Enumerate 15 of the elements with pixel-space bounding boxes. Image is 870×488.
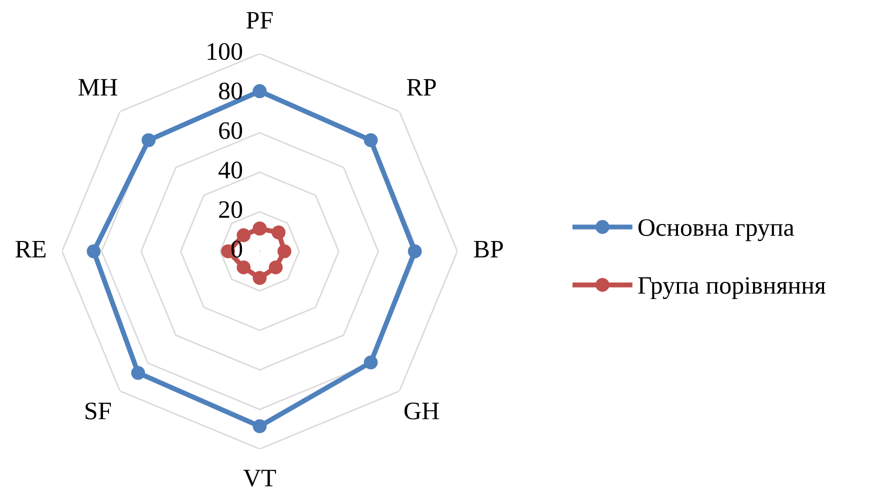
legend-label: Основна група (638, 219, 794, 242)
spoke-label: SF (86, 402, 111, 420)
y-tick-label: 40 (218, 162, 242, 179)
spoke-label: MH (78, 79, 118, 96)
y-tick-label: 20 (219, 201, 242, 218)
spoke-label: GH (404, 402, 439, 420)
spoke-label: VT (243, 470, 276, 487)
y-tick-label: 100 (208, 43, 242, 60)
spoke-label: RP (406, 79, 436, 96)
y-tick-label: 80 (218, 82, 242, 100)
y-tick-label: 60 (219, 122, 242, 139)
legend-label: Група порівняння (638, 277, 826, 300)
spoke-label: RE (16, 240, 46, 258)
spoke-label: BP (474, 240, 503, 258)
spoke-label: PF (246, 12, 273, 28)
